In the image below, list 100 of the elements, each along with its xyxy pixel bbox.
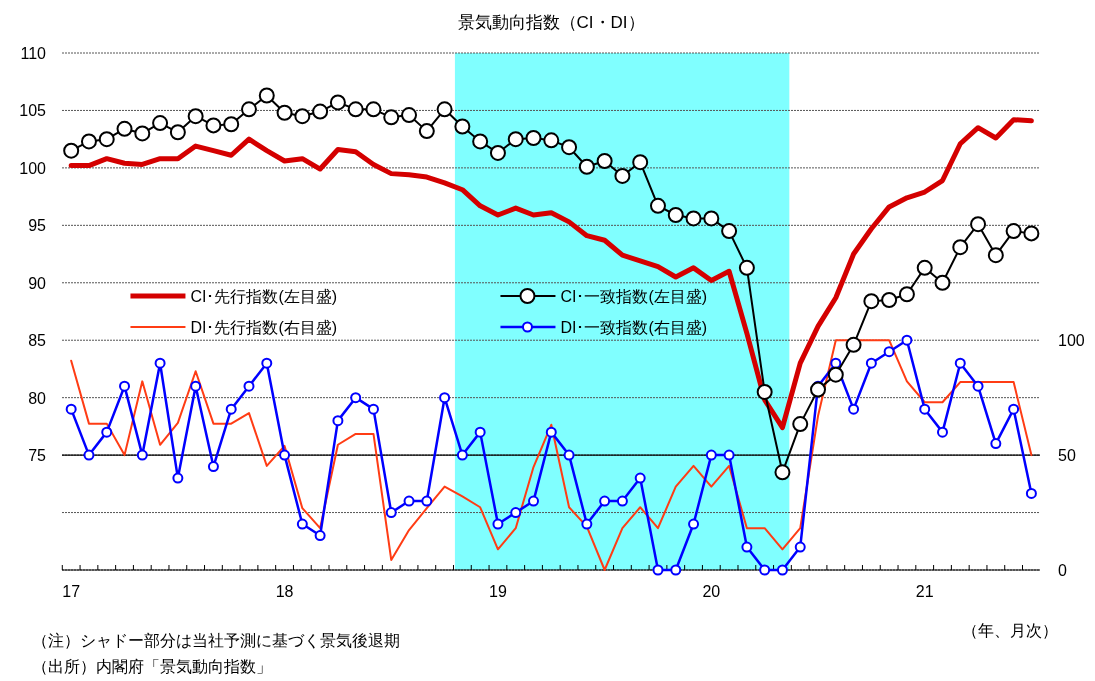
x-tick-label: 20 — [702, 583, 721, 600]
point — [474, 426, 486, 438]
point — [845, 336, 862, 353]
point — [581, 518, 593, 530]
point — [916, 259, 933, 276]
point — [492, 518, 504, 530]
point — [383, 109, 400, 126]
point — [489, 144, 506, 161]
point — [738, 259, 755, 276]
y2-tick-label: 50 — [1058, 447, 1076, 465]
point — [759, 564, 771, 576]
point — [172, 472, 184, 484]
point — [1005, 223, 1022, 240]
y-tick-label: 80 — [28, 389, 47, 407]
point — [187, 108, 204, 125]
point — [314, 530, 326, 542]
point — [350, 392, 362, 404]
point — [741, 541, 753, 553]
point — [901, 334, 913, 346]
point — [776, 564, 788, 576]
point — [225, 403, 237, 415]
point — [596, 153, 613, 169]
y-tick-label: 100 — [19, 159, 47, 177]
y2-tick-label: 0 — [1058, 562, 1067, 579]
point — [276, 104, 293, 121]
point — [436, 101, 453, 118]
chart-title: 景気動向指数（CI・DI） — [457, 13, 645, 32]
x-tick-label: 17 — [62, 583, 81, 600]
point — [1025, 487, 1037, 499]
y-tick-label: 85 — [28, 332, 47, 350]
point — [454, 118, 471, 135]
point — [794, 541, 806, 553]
point — [578, 158, 595, 175]
point — [243, 380, 255, 392]
point — [632, 154, 649, 171]
point — [472, 133, 489, 150]
point — [418, 123, 435, 140]
point — [403, 495, 415, 507]
point — [65, 403, 77, 415]
y-tick-label: 110 — [20, 45, 47, 62]
point — [365, 101, 382, 118]
text: （注）シャドー部分は当社予測に基づく景気後退期 — [32, 632, 400, 649]
point — [507, 131, 524, 148]
point — [261, 357, 273, 369]
legend-label: CI･一致指数(左目盛) — [560, 287, 708, 305]
point — [614, 167, 631, 184]
y-tick-label: 75 — [28, 447, 47, 465]
point — [63, 142, 80, 159]
point — [670, 564, 682, 576]
point — [561, 139, 578, 156]
point — [401, 107, 418, 124]
point — [649, 197, 666, 214]
point — [616, 495, 628, 507]
point — [970, 216, 987, 233]
point — [312, 103, 329, 120]
point — [528, 495, 540, 507]
point — [599, 495, 611, 507]
point — [934, 274, 951, 291]
point — [329, 94, 346, 111]
text: （出所）内閣府「景気動向指数」 — [32, 658, 272, 675]
point — [152, 115, 169, 132]
point — [723, 449, 735, 461]
point — [190, 380, 202, 392]
point — [367, 403, 379, 415]
point — [119, 380, 131, 392]
point — [101, 426, 113, 438]
point — [294, 108, 311, 125]
y2-tick-label: 100 — [1058, 332, 1085, 350]
point — [279, 449, 291, 461]
point — [223, 116, 240, 133]
point — [134, 125, 151, 142]
point — [1023, 225, 1040, 242]
point — [439, 392, 451, 404]
point — [703, 210, 720, 227]
point — [296, 518, 308, 530]
point — [563, 449, 575, 461]
point — [385, 507, 397, 519]
text: （年、月次） — [962, 622, 1058, 639]
point — [883, 346, 895, 358]
point — [865, 357, 877, 369]
point — [332, 415, 344, 427]
point — [1008, 403, 1020, 415]
y-tick-label: 95 — [28, 217, 47, 235]
point — [827, 366, 844, 383]
y-tick-label: 105 — [19, 102, 47, 120]
point — [685, 210, 702, 227]
point — [810, 381, 827, 398]
point — [898, 286, 915, 303]
y-tick-label: 90 — [28, 274, 47, 292]
point — [990, 438, 1002, 450]
legend-label: DI･一致指数(右目盛) — [560, 318, 708, 336]
legend-label: DI･先行指数(右目盛) — [190, 318, 338, 336]
point — [634, 472, 646, 484]
legend-label: CI･先行指数(左目盛) — [190, 287, 338, 305]
point — [756, 383, 773, 400]
point — [80, 133, 97, 150]
point — [863, 293, 880, 310]
point — [936, 426, 948, 438]
point — [792, 416, 809, 433]
point — [919, 403, 931, 415]
